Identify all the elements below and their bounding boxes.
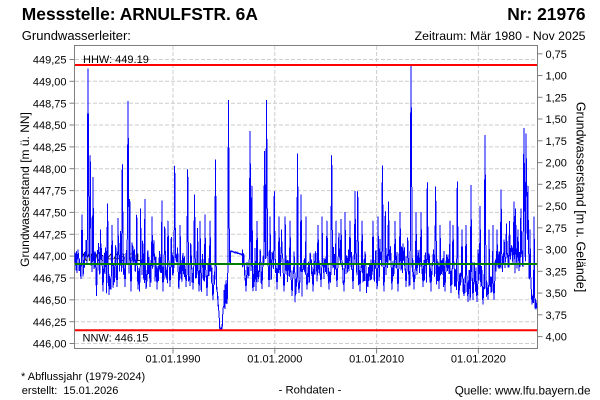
svg-text:3,75: 3,75	[546, 310, 567, 322]
svg-text:447,00: 447,00	[33, 251, 67, 263]
svg-text:446,75: 446,75	[33, 273, 67, 285]
svg-text:446,25: 446,25	[33, 317, 67, 329]
svg-text:2,50: 2,50	[546, 201, 567, 213]
svg-text:HHW: 449.19: HHW: 449.19	[83, 54, 149, 66]
svg-text:448,50: 448,50	[33, 120, 67, 132]
svg-text:446,00: 446,00	[33, 339, 67, 351]
svg-text:448,25: 448,25	[33, 142, 67, 154]
svg-text:01.01.1990: 01.01.1990	[145, 354, 200, 366]
svg-text:- Rohdaten -: - Rohdaten -	[279, 385, 342, 397]
svg-text:Grundwasserleiter:: Grundwasserleiter:	[22, 28, 131, 43]
svg-text:NNW: 446.15: NNW: 446.15	[83, 332, 149, 344]
svg-text:449,25: 449,25	[33, 55, 67, 67]
svg-text:448,75: 448,75	[33, 98, 67, 110]
svg-text:2,00: 2,00	[546, 158, 567, 170]
svg-text:446,50: 446,50	[33, 295, 67, 307]
svg-text:01.01.2010: 01.01.2010	[349, 354, 404, 366]
svg-text:1,75: 1,75	[546, 136, 567, 148]
svg-text:erstellt: 15.01.2026: erstellt: 15.01.2026	[22, 385, 119, 397]
svg-text:Zeitraum: Mär 1980 - Nov 2025: Zeitraum: Mär 1980 - Nov 2025	[415, 29, 586, 43]
svg-text:447,75: 447,75	[33, 186, 67, 198]
svg-text:3,25: 3,25	[546, 266, 567, 278]
svg-text:01.01.2020: 01.01.2020	[451, 354, 506, 366]
svg-text:1,25: 1,25	[546, 92, 567, 104]
svg-text:Grundwasserstand [m ü. NN]: Grundwasserstand [m ü. NN]	[18, 112, 32, 267]
svg-text:1,50: 1,50	[546, 114, 567, 126]
svg-text:0,75: 0,75	[546, 49, 567, 61]
svg-text:2,25: 2,25	[546, 179, 567, 191]
svg-text:Nr: 21976: Nr: 21976	[507, 4, 586, 24]
svg-text:448,00: 448,00	[33, 164, 67, 176]
svg-text:2,75: 2,75	[546, 223, 567, 235]
svg-text:Grundwasserstand [m u. Gelände: Grundwasserstand [m u. Gelände]	[574, 102, 588, 292]
svg-text:01.01.2000: 01.01.2000	[247, 354, 302, 366]
svg-text:3,00: 3,00	[546, 245, 567, 257]
svg-text:* Abflussjahr (1979-2024): * Abflussjahr (1979-2024)	[21, 371, 145, 383]
svg-text:3,50: 3,50	[546, 288, 567, 300]
svg-text:449,00: 449,00	[33, 76, 67, 88]
svg-text:447,50: 447,50	[33, 208, 67, 220]
svg-text:1,00: 1,00	[546, 71, 567, 83]
svg-text:4,00: 4,00	[546, 332, 567, 344]
svg-text:Messstelle: ARNULFSTR. 6A: Messstelle: ARNULFSTR. 6A	[22, 4, 259, 24]
svg-text:447,25: 447,25	[33, 229, 67, 241]
svg-text:Quelle: www.lfu.bayern.de: Quelle: www.lfu.bayern.de	[455, 384, 591, 397]
